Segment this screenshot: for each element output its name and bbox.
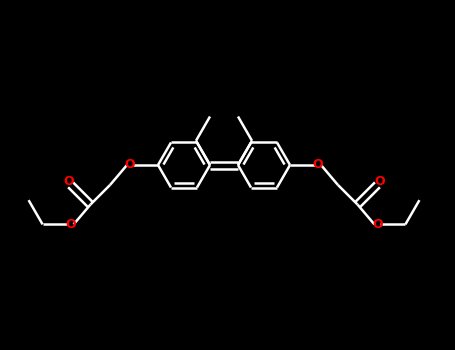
Text: O: O	[313, 159, 324, 172]
Text: O: O	[63, 175, 74, 188]
Text: O: O	[372, 218, 383, 231]
Text: O: O	[374, 175, 385, 188]
Text: O: O	[65, 218, 76, 231]
Text: O: O	[125, 159, 135, 172]
